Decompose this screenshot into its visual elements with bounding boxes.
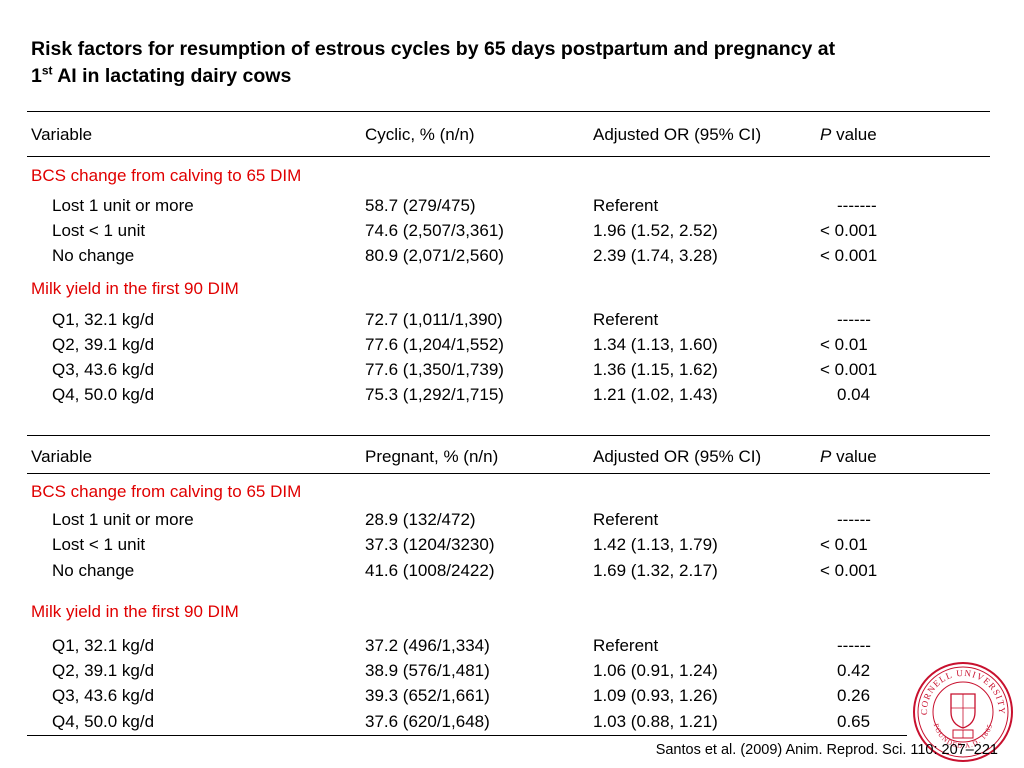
table-rule-top xyxy=(27,435,990,436)
table-rule-bottom xyxy=(27,735,907,736)
cell-or: 1.69 (1.32, 2.17) xyxy=(593,561,718,580)
cell-or: 2.39 (1.74, 3.28) xyxy=(593,246,718,265)
header-p-value: P value xyxy=(820,447,877,467)
cell-variable: Q1, 32.1 kg/d xyxy=(52,636,155,655)
cell-p-value: ------ xyxy=(837,510,871,529)
cell-variable: Q2, 39.1 kg/d xyxy=(52,335,155,354)
header-p-italic: P xyxy=(820,447,832,466)
cell-p-value: < 0.01 xyxy=(820,535,868,554)
cell-p-value: < 0.001 xyxy=(820,246,878,265)
cell-or: Referent xyxy=(593,196,659,215)
header-pregnant: Pregnant, % (n/n) xyxy=(365,447,499,466)
cell-or: 1.34 (1.13, 1.60) xyxy=(593,335,718,354)
cell-variable: Q4, 50.0 kg/d xyxy=(52,712,155,731)
cell-or: 1.96 (1.52, 2.52) xyxy=(593,221,718,240)
cell-variable: No change xyxy=(52,561,135,580)
cell-outcome: 37.3 (1204/3230) xyxy=(365,535,495,554)
cell-p-value: < 0.001 xyxy=(820,360,878,379)
cornell-university-seal-icon: CORNELL UNIVERSITY FOUNDED A.D. 1865 xyxy=(913,662,1013,762)
group-heading: BCS change from calving to 65 DIM xyxy=(31,166,302,185)
cell-variable: Q1, 32.1 kg/d xyxy=(52,310,155,329)
cell-variable: Lost < 1 unit xyxy=(52,535,146,554)
cell-p-value: 0.42 xyxy=(837,661,871,680)
cell-variable: Lost 1 unit or more xyxy=(52,510,194,529)
cell-or: 1.42 (1.13, 1.79) xyxy=(593,535,718,554)
cell-outcome: 41.6 (1008/2422) xyxy=(365,561,495,580)
cell-outcome: 75.3 (1,292/1,715) xyxy=(365,385,504,404)
table-rule-header xyxy=(27,473,990,474)
title-ordinal: 1 xyxy=(31,65,42,87)
cell-p-value: 0.26 xyxy=(837,686,871,705)
title-ordinal-suffix: st xyxy=(41,63,53,78)
title-line-2-text: AI in lactating dairy cows xyxy=(52,65,292,87)
cell-outcome: 72.7 (1,011/1,390) xyxy=(365,310,503,329)
cell-or: 1.06 (0.91, 1.24) xyxy=(593,661,718,680)
cell-outcome: 39.3 (652/1,661) xyxy=(365,686,490,705)
cell-or: 1.09 (0.93, 1.26) xyxy=(593,686,718,705)
cell-outcome: 37.6 (620/1,648) xyxy=(365,712,490,731)
cell-variable: No change xyxy=(52,246,135,265)
group-heading: Milk yield in the first 90 DIM xyxy=(31,602,239,621)
cell-variable: Q4, 50.0 kg/d xyxy=(52,385,155,404)
title-line-2: 1st AI in lactating dairy cows xyxy=(31,63,996,90)
table-rule-top xyxy=(27,111,990,112)
cell-outcome: 74.6 (2,507/3,361) xyxy=(365,221,504,240)
cell-outcome: 37.2 (496/1,334) xyxy=(365,636,490,655)
header-p-rest: value xyxy=(831,125,877,144)
cell-or: 1.36 (1.15, 1.62) xyxy=(593,360,718,379)
header-cyclic: Cyclic, % (n/n) xyxy=(365,125,475,144)
table-rule-header xyxy=(27,156,990,157)
cell-variable: Q2, 39.1 kg/d xyxy=(52,661,155,680)
cell-or: Referent xyxy=(593,636,659,655)
header-p-italic: P xyxy=(820,125,832,144)
slide-title: Risk factors for resumption of estrous c… xyxy=(31,36,996,90)
cell-p-value: ------- xyxy=(837,196,877,215)
cell-or: Referent xyxy=(593,310,659,329)
cell-p-value: < 0.01 xyxy=(820,335,868,354)
cell-or: 1.03 (0.88, 1.21) xyxy=(593,712,718,731)
header-p-rest: value xyxy=(831,447,877,466)
cell-outcome: 38.9 (576/1,481) xyxy=(365,661,490,680)
header-variable: Variable xyxy=(31,447,93,466)
cell-p-value: 0.04 xyxy=(837,385,871,404)
cell-variable: Q3, 43.6 kg/d xyxy=(52,686,155,705)
cell-p-value: ------ xyxy=(837,310,871,329)
group-heading: BCS change from calving to 65 DIM xyxy=(31,482,302,501)
header-variable: Variable xyxy=(31,125,93,144)
cell-p-value: 0.65 xyxy=(837,712,871,731)
cell-variable: Q3, 43.6 kg/d xyxy=(52,360,155,379)
header-adjusted-or: Adjusted OR (95% CI) xyxy=(593,125,762,144)
title-line-1: Risk factors for resumption of estrous c… xyxy=(31,38,836,60)
cell-p-value: < 0.001 xyxy=(820,221,878,240)
cell-outcome: 28.9 (132/472) xyxy=(365,510,476,529)
citation: Santos et al. (2009) Anim. Reprod. Sci. … xyxy=(655,742,998,758)
cell-or: Referent xyxy=(593,510,659,529)
cell-or: 1.21 (1.02, 1.43) xyxy=(593,385,718,404)
cell-outcome: 58.7 (279/475) xyxy=(365,196,476,215)
header-adjusted-or: Adjusted OR (95% CI) xyxy=(593,447,762,466)
cell-outcome: 80.9 (2,071/2,560) xyxy=(365,246,504,265)
cell-outcome: 77.6 (1,350/1,739) xyxy=(365,360,504,379)
header-p-value: P value xyxy=(820,125,877,145)
group-heading: Milk yield in the first 90 DIM xyxy=(31,279,239,298)
cell-p-value: < 0.001 xyxy=(820,561,878,580)
cell-variable: Lost 1 unit or more xyxy=(52,196,194,215)
cell-variable: Lost < 1 unit xyxy=(52,221,146,240)
cell-outcome: 77.6 (1,204/1,552) xyxy=(365,335,504,354)
cell-p-value: ------ xyxy=(837,636,871,655)
